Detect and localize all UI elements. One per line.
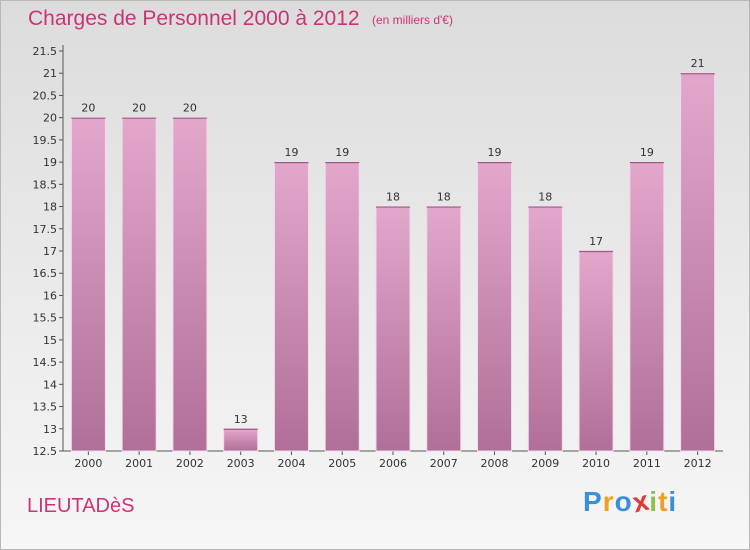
data-label: 18 xyxy=(437,191,451,204)
y-tick-label: 15 xyxy=(43,334,57,347)
data-label: 20 xyxy=(132,102,146,115)
x-tick-label: 2010 xyxy=(582,457,610,470)
data-label: 19 xyxy=(640,146,654,159)
y-tick-label: 13.5 xyxy=(33,401,58,414)
y-tick-label: 20.5 xyxy=(33,89,58,102)
chart-title: Charges de Personnel 2000 à 2012 xyxy=(28,7,360,30)
logo-letter: t xyxy=(658,486,669,517)
y-tick-label: 13 xyxy=(43,423,57,436)
x-tick-label: 2008 xyxy=(481,457,509,470)
x-tick-label: 2011 xyxy=(633,457,661,470)
x-tick-label: 2003 xyxy=(227,457,255,470)
bar xyxy=(223,428,259,452)
y-tick-label: 20 xyxy=(43,112,57,125)
bar xyxy=(324,161,360,452)
y-tick-label: 16 xyxy=(43,289,57,302)
y-tick-label: 14.5 xyxy=(33,356,58,369)
chart-bars xyxy=(70,72,716,452)
data-label: 20 xyxy=(183,102,197,115)
y-tick-label: 17.5 xyxy=(33,223,58,236)
bar xyxy=(121,117,157,452)
data-label: 19 xyxy=(488,146,502,159)
bar xyxy=(426,206,462,452)
y-tick-label: 19 xyxy=(43,156,57,169)
chart-subtitle: (en milliers d'€) xyxy=(372,13,453,27)
y-tick-label: 15.5 xyxy=(33,312,58,325)
commune-name: LIEUTADèS xyxy=(27,495,135,517)
y-tick-label: 16.5 xyxy=(33,267,58,280)
x-tick-label: 2012 xyxy=(684,457,712,470)
x-tick-label: 2005 xyxy=(328,457,356,470)
bar xyxy=(578,250,614,452)
y-tick-label: 21.5 xyxy=(33,45,58,58)
bar xyxy=(375,206,411,452)
y-tick-label: 14 xyxy=(43,378,57,391)
bar xyxy=(70,117,106,452)
x-tick-label: 2002 xyxy=(176,457,204,470)
proxiti-logo[interactable]: Proxiti xyxy=(583,485,678,519)
logo-letter: i xyxy=(668,486,678,517)
y-tick-label: 12.5 xyxy=(33,445,58,458)
bar xyxy=(629,161,665,452)
bar xyxy=(172,117,208,452)
bar xyxy=(273,161,309,452)
data-label: 17 xyxy=(589,235,603,248)
logo-letter: o xyxy=(614,486,633,517)
logo-letter: i xyxy=(649,486,659,517)
data-label: 20 xyxy=(81,102,95,115)
x-tick-label: 2009 xyxy=(531,457,559,470)
x-tick-label: 2006 xyxy=(379,457,407,470)
data-label: 18 xyxy=(538,191,552,204)
data-label: 13 xyxy=(234,413,248,426)
data-label: 21 xyxy=(691,57,705,70)
chart-data-labels: 20 20 20 13 19 19 18 18 19 18 17 19 21 xyxy=(81,57,704,426)
logo-letter: P xyxy=(583,486,603,517)
bar xyxy=(527,206,563,452)
y-tick-label: 19.5 xyxy=(33,134,58,147)
x-tick-label: 2000 xyxy=(74,457,102,470)
y-tick-label: 17 xyxy=(43,245,57,258)
chart-axes: 12.5 13 13.5 14 14.5 15 15.5 16 16.5 17 17.5 18 18.5… xyxy=(33,45,723,470)
x-tick-label: 2004 xyxy=(277,457,305,470)
x-tick-label: 2007 xyxy=(430,457,458,470)
data-label: 19 xyxy=(335,146,349,159)
y-tick-label: 18 xyxy=(43,201,57,214)
data-label: 19 xyxy=(284,146,298,159)
y-tick-label: 21 xyxy=(43,67,57,80)
x-tick-label: 2001 xyxy=(125,457,153,470)
bar xyxy=(680,72,716,452)
logo-letter: r xyxy=(602,486,615,517)
y-tick-label: 18.5 xyxy=(33,178,58,191)
bar xyxy=(477,161,513,452)
data-label: 18 xyxy=(386,191,400,204)
